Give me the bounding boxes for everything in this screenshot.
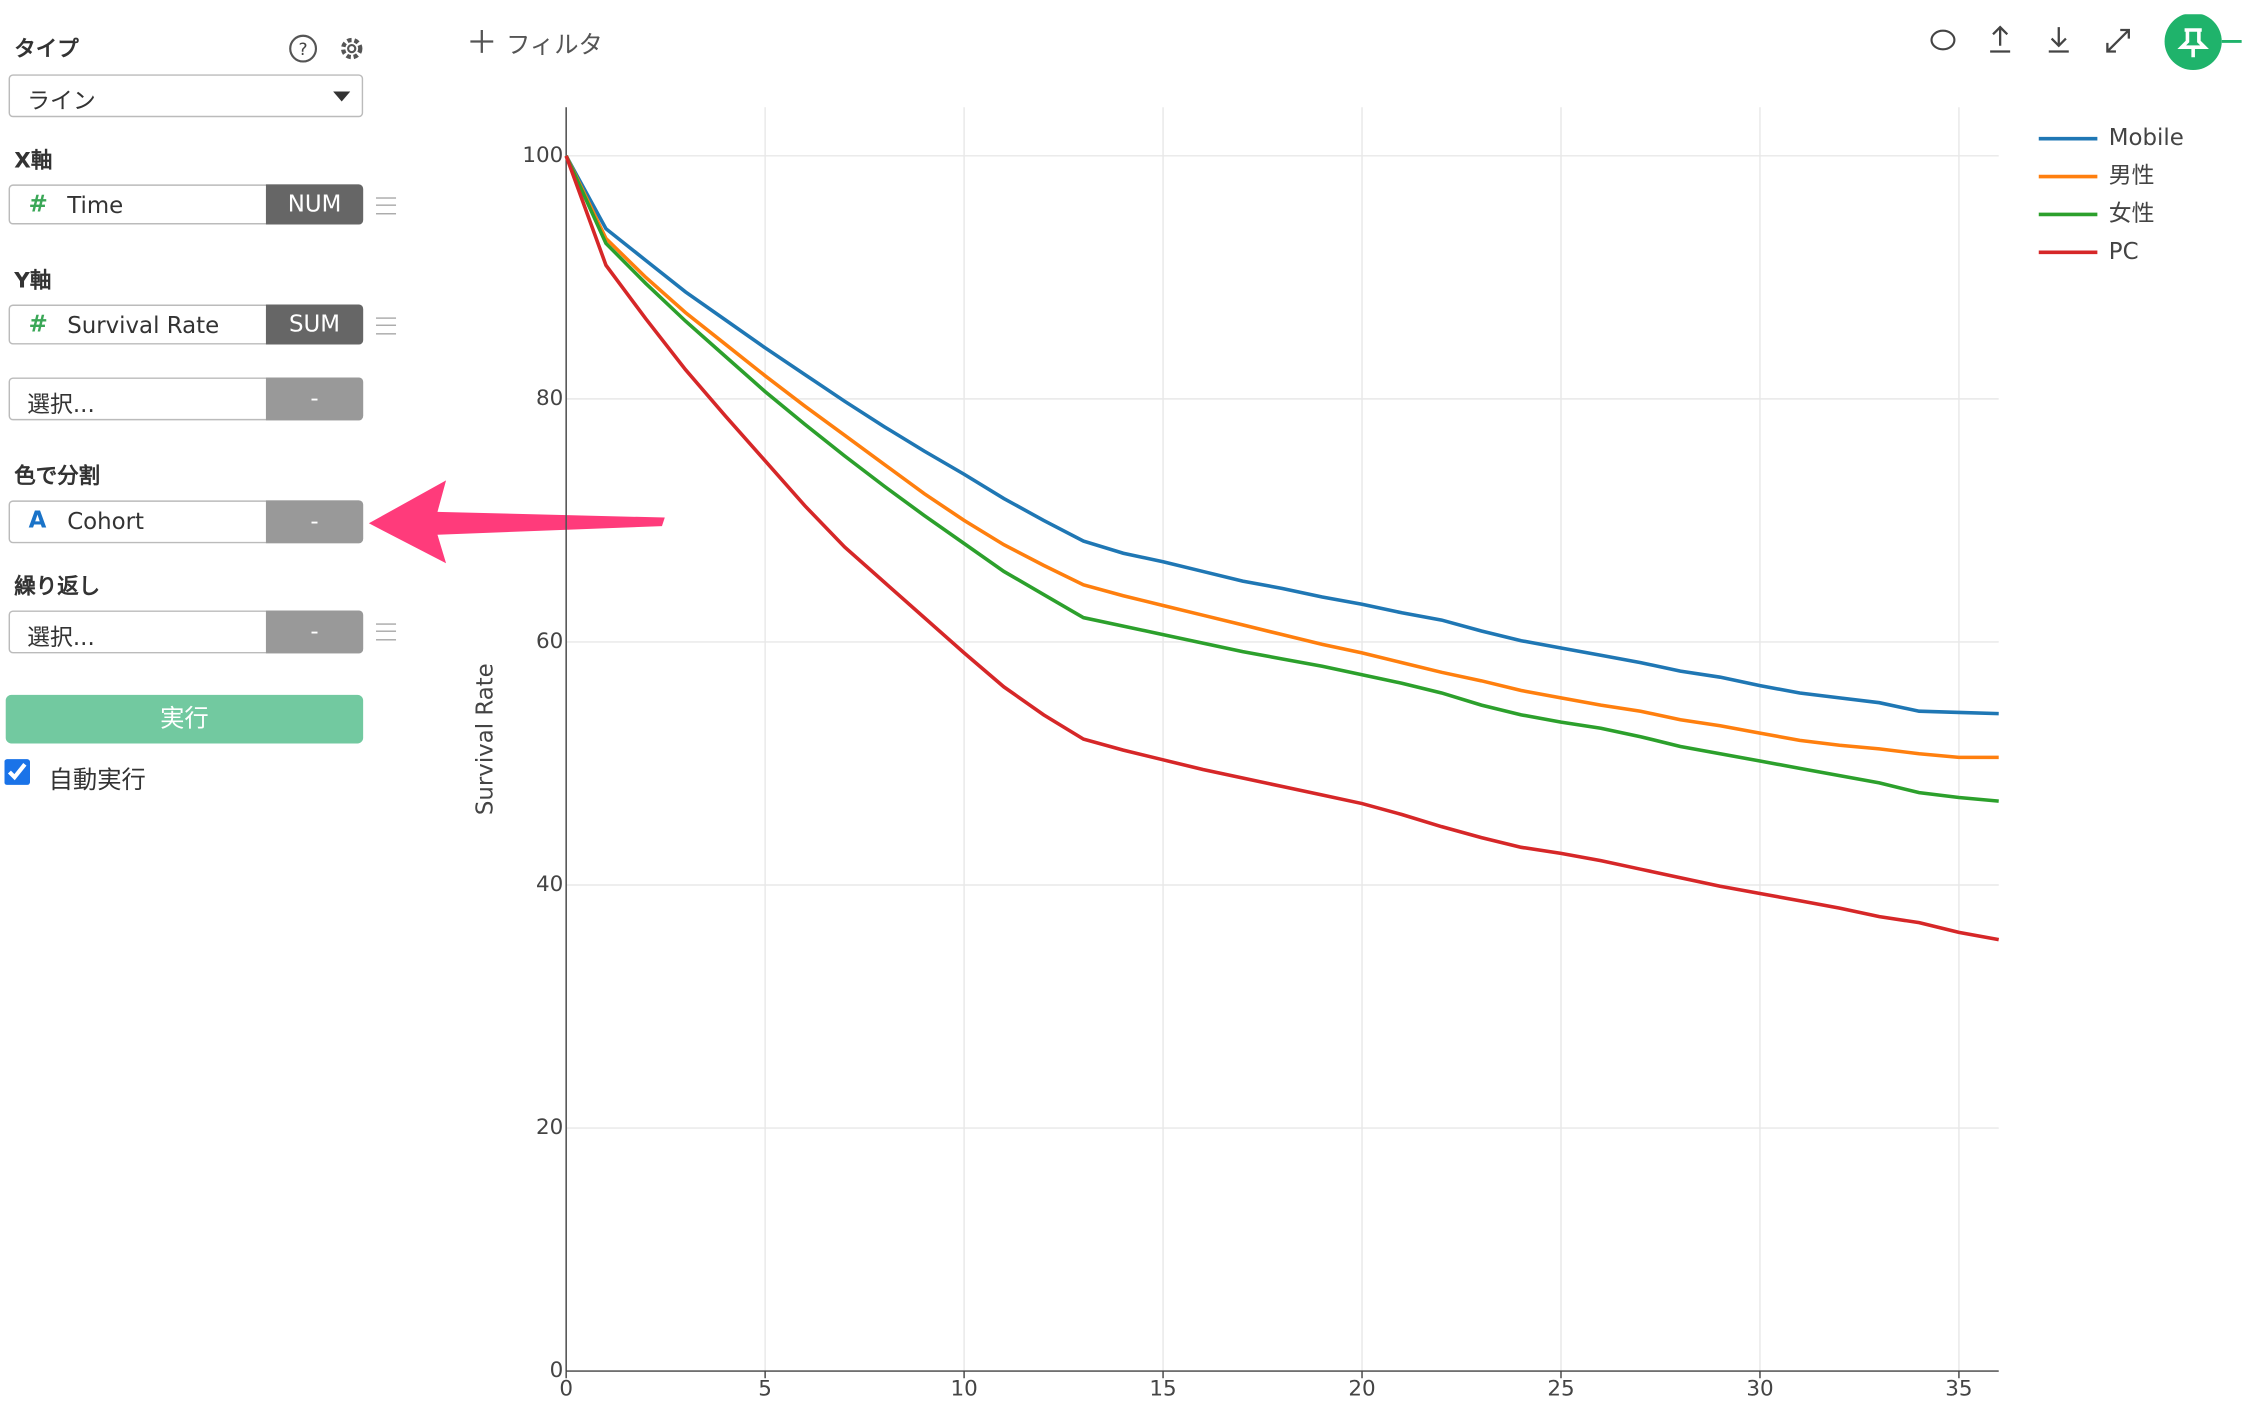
repeat-field[interactable]: 選択... - xyxy=(8,610,364,654)
y-tick-label: 40 xyxy=(536,872,563,897)
text-icon: A xyxy=(28,506,47,534)
settings-icon[interactable] xyxy=(340,37,363,60)
x-axis-label: X軸 xyxy=(14,147,53,173)
num-icon: # xyxy=(28,190,48,218)
type-value: ライン xyxy=(27,87,96,115)
series-line xyxy=(564,154,1999,716)
repeat-agg[interactable]: - xyxy=(265,610,364,654)
y-tick-label: 0 xyxy=(550,1358,564,1383)
color-split-label: 色で分割 xyxy=(14,463,101,489)
settings-hub xyxy=(347,43,357,54)
expand-icon[interactable] xyxy=(2106,28,2130,53)
legend-label: 男性 xyxy=(2109,163,2155,189)
color-agg[interactable]: - xyxy=(265,500,364,544)
x-tick-label: 30 xyxy=(1746,1377,1773,1402)
y-field[interactable]: # Survival Rate SUM xyxy=(8,304,364,345)
menu-icon[interactable] xyxy=(376,197,397,215)
annotation-arrow xyxy=(368,480,665,564)
filter-button[interactable]: フィルタ xyxy=(506,31,603,61)
help-icon[interactable] xyxy=(289,34,318,63)
series-line xyxy=(564,155,2000,942)
color-field[interactable]: A Cohort - xyxy=(8,500,364,544)
repeat-field-name: 選択... xyxy=(27,623,95,651)
x-field[interactable]: # Time NUM xyxy=(8,184,364,225)
menu-icon[interactable] xyxy=(376,623,397,641)
pin-glyph xyxy=(2177,28,2209,58)
legend-label: Mobile xyxy=(2109,125,2184,151)
x-tick-label: 0 xyxy=(559,1377,573,1402)
y-extra-agg[interactable]: - xyxy=(265,377,364,421)
x-tick-label: 15 xyxy=(1149,1377,1176,1402)
x-agg[interactable]: NUM xyxy=(265,184,364,225)
x-tick-label: 5 xyxy=(758,1377,772,1402)
type-icons: ? xyxy=(289,34,363,63)
y-tick-label: 80 xyxy=(536,386,563,411)
y-axis-title: Survival Rate xyxy=(473,663,499,815)
series-line xyxy=(564,155,1999,803)
type-label: タイプ xyxy=(14,35,79,62)
repeat-label: 繰り返し xyxy=(14,573,101,600)
x-tick-label: 10 xyxy=(950,1377,977,1402)
y-extra-field[interactable]: 選択... - xyxy=(8,377,364,421)
y-axis-label: Y軸 xyxy=(14,267,52,294)
y-agg[interactable]: SUM xyxy=(265,304,364,345)
y-tick-label: 60 xyxy=(536,629,563,654)
y-extra-name: 選択... xyxy=(27,390,95,418)
series-line xyxy=(564,155,1999,760)
legend-label: PC xyxy=(2109,239,2139,265)
plus-icon[interactable] xyxy=(466,26,497,57)
toolbar-icons xyxy=(1930,14,2242,71)
y-field-name: Survival Rate xyxy=(67,311,220,339)
caret xyxy=(333,91,351,102)
y-tick-label: 20 xyxy=(536,1115,563,1140)
x-tick-label: 25 xyxy=(1547,1377,1574,1402)
comment-icon[interactable] xyxy=(1930,29,1956,51)
y-tick-label: 100 xyxy=(522,143,563,168)
num-icon: # xyxy=(28,310,48,338)
x-tick-label: 35 xyxy=(1945,1377,1972,1402)
color-field-name: Cohort xyxy=(67,507,145,535)
menu-icon[interactable] xyxy=(376,317,397,335)
x-tick-label: 20 xyxy=(1348,1377,1375,1402)
auto-run-label: 自動実行 xyxy=(48,766,146,795)
pin-button[interactable] xyxy=(2164,14,2222,71)
help-glyph: ? xyxy=(299,40,308,60)
auto-run-checkbox[interactable] xyxy=(4,759,31,785)
legend-label: 女性 xyxy=(2109,201,2155,227)
x-field-name: Time xyxy=(67,191,124,219)
download-icon[interactable] xyxy=(2048,27,2069,53)
type-select[interactable]: ライン xyxy=(8,74,364,118)
upload-icon[interactable] xyxy=(1990,25,2011,53)
run-button[interactable]: 実行 xyxy=(5,694,364,744)
